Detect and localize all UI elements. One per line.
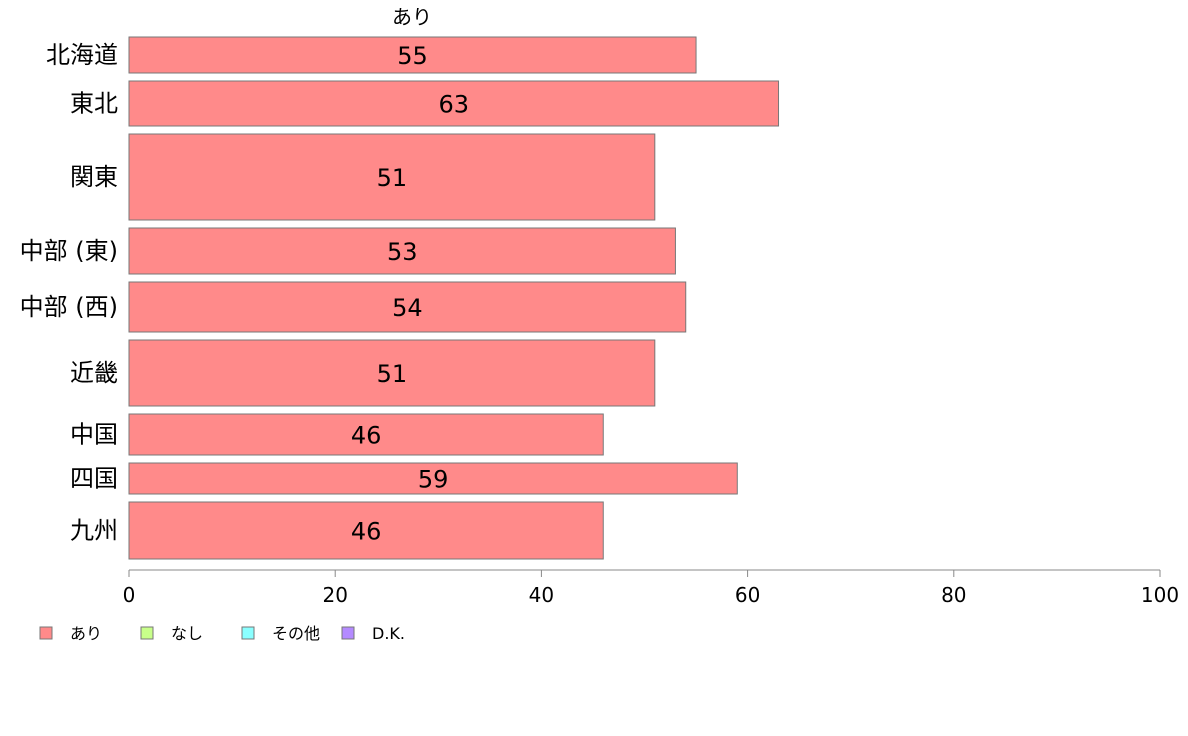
value-labels-group: 55 63 51 53 54 51 46 59 46 bbox=[351, 42, 469, 546]
value-label: 46 bbox=[351, 518, 382, 546]
x-tick-label: 60 bbox=[735, 583, 760, 607]
legend-label: あり bbox=[70, 624, 102, 643]
legend-label: その他 bbox=[272, 624, 320, 643]
category-label: 北海道 bbox=[46, 41, 118, 69]
value-label: 53 bbox=[387, 238, 418, 266]
legend-swatch bbox=[39, 626, 53, 640]
value-label: 54 bbox=[392, 294, 423, 322]
category-label: 近畿 bbox=[70, 359, 118, 387]
bars-group bbox=[128, 36, 780, 560]
category-label: 東北 bbox=[70, 90, 118, 118]
x-tick-label: 100 bbox=[1141, 583, 1179, 607]
x-tick-label: 0 bbox=[123, 583, 136, 607]
category-label: 中国 bbox=[70, 421, 118, 449]
legend: あり なし その他 D.K. bbox=[39, 624, 405, 643]
legend-label: D.K. bbox=[372, 624, 405, 643]
category-label: 中部 (東) bbox=[20, 237, 118, 265]
value-label: 59 bbox=[418, 466, 449, 494]
bar-6 bbox=[128, 413, 604, 456]
panel-title: あり bbox=[392, 5, 432, 29]
x-axis: 0 20 40 60 80 100 bbox=[123, 569, 1179, 607]
value-label: 63 bbox=[438, 91, 469, 119]
value-label: 55 bbox=[397, 42, 428, 70]
x-tick-label: 20 bbox=[322, 583, 347, 607]
x-tick-label: 80 bbox=[941, 583, 966, 607]
category-label: 四国 bbox=[70, 465, 118, 493]
x-tick-label: 40 bbox=[529, 583, 554, 607]
legend-swatch bbox=[341, 626, 355, 640]
value-label: 51 bbox=[377, 164, 408, 192]
value-label: 46 bbox=[351, 422, 382, 450]
category-label: 中部 (西) bbox=[20, 293, 118, 321]
bar-1 bbox=[128, 80, 780, 127]
value-label: 51 bbox=[377, 360, 408, 388]
bar-8 bbox=[128, 501, 604, 560]
bar-3 bbox=[128, 227, 676, 275]
category-label: 九州 bbox=[70, 517, 118, 545]
bar-7 bbox=[128, 462, 738, 495]
bar-2 bbox=[128, 133, 656, 221]
bar-0 bbox=[128, 36, 697, 74]
bar-5 bbox=[128, 339, 656, 407]
legend-swatch bbox=[140, 626, 154, 640]
category-label: 関東 bbox=[70, 163, 118, 191]
legend-swatch bbox=[241, 626, 255, 640]
bar-4 bbox=[128, 281, 687, 333]
legend-label: なし bbox=[171, 624, 203, 643]
